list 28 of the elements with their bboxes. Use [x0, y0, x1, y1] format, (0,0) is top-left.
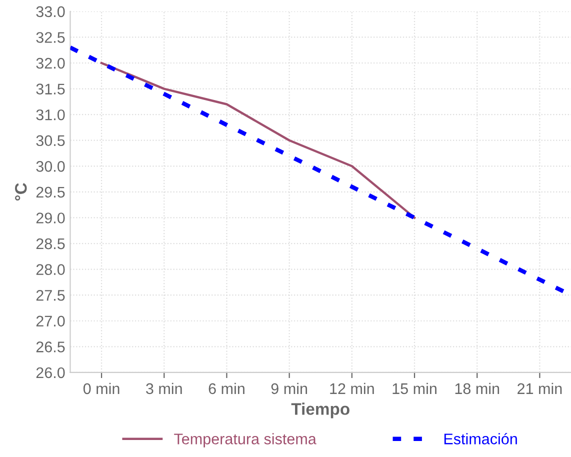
y-tick-label: 30.5	[36, 135, 65, 146]
legend-label: Temperatura sistema	[174, 433, 316, 448]
y-tick-label: 28.0	[36, 264, 65, 275]
y-tick-label: 32.0	[36, 58, 65, 69]
y-tick-label: 27.5	[36, 290, 65, 301]
y-tick-label: 26.0	[36, 367, 65, 378]
y-tick-label: 29.5	[36, 186, 65, 198]
x-tick-label: 18 min	[455, 382, 500, 394]
y-tick-label: 29.0	[36, 212, 65, 224]
line-series	[100, 62, 416, 219]
x-tick-label: 15 min	[392, 382, 436, 394]
x-tick-label: 9 min	[271, 382, 308, 394]
y-tick-label: 31.0	[36, 109, 65, 120]
x-tick-label: 0 min	[83, 382, 120, 394]
x-tick-label: 3 min	[146, 382, 182, 394]
y-tick-label: 31.5	[36, 84, 65, 94]
x-axis-title: Tiempo	[291, 402, 350, 418]
legend-label: Estimación	[444, 432, 517, 444]
x-tick-label: 12 min	[330, 382, 374, 394]
y-tick-label: 33.0	[36, 6, 65, 18]
x-tick-label: 6 min	[208, 382, 244, 394]
y-tick-label: 26.5	[36, 342, 65, 352]
y-tick-label: 30.0	[36, 161, 65, 172]
x-tick-label: 21 min	[518, 382, 562, 394]
y-axis-title: °C	[14, 183, 27, 201]
y-tick-label: 28.5	[36, 238, 65, 250]
y-tick-label: 27.0	[36, 316, 65, 327]
y-tick-label: 32.5	[36, 32, 65, 43]
